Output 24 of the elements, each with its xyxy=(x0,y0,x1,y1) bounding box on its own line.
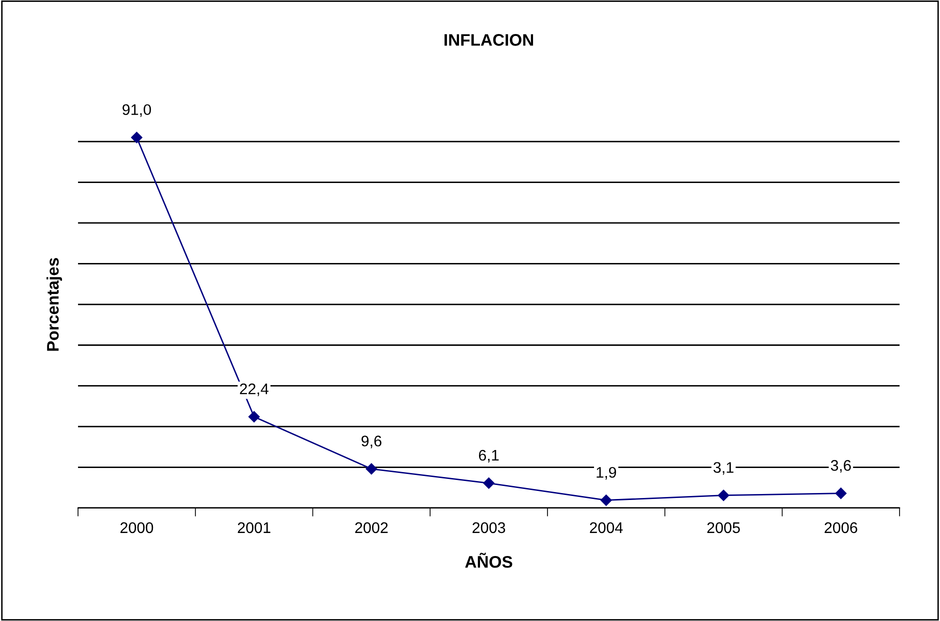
x-axis-title: AÑOS xyxy=(465,552,512,568)
data-label: 1,9 xyxy=(596,466,616,480)
point xyxy=(600,494,612,506)
point xyxy=(248,411,260,422)
x-tick-label: 2004 xyxy=(590,522,623,534)
x-tick-label: 2002 xyxy=(355,522,388,534)
x-tick-label: 2003 xyxy=(472,522,506,534)
data-label: 3,6 xyxy=(830,460,851,473)
point xyxy=(718,490,730,501)
point xyxy=(835,488,847,499)
data-label: 91,0 xyxy=(122,104,151,117)
point xyxy=(366,463,378,474)
x-tick-label: 2000 xyxy=(120,522,154,534)
x-tick-label: 2001 xyxy=(238,522,270,534)
data-label: 3,1 xyxy=(713,462,734,475)
x-tick-label: 2005 xyxy=(707,522,740,534)
point xyxy=(483,478,494,489)
data-label: 6,1 xyxy=(478,450,499,462)
x-tick-label: 2006 xyxy=(824,522,858,534)
chart-title: INFLACION xyxy=(444,34,534,46)
y-axis-title: Porcentajes xyxy=(46,258,62,351)
data-label: 9,6 xyxy=(362,436,382,448)
data-label: 22,4 xyxy=(240,384,268,396)
point xyxy=(131,132,142,144)
